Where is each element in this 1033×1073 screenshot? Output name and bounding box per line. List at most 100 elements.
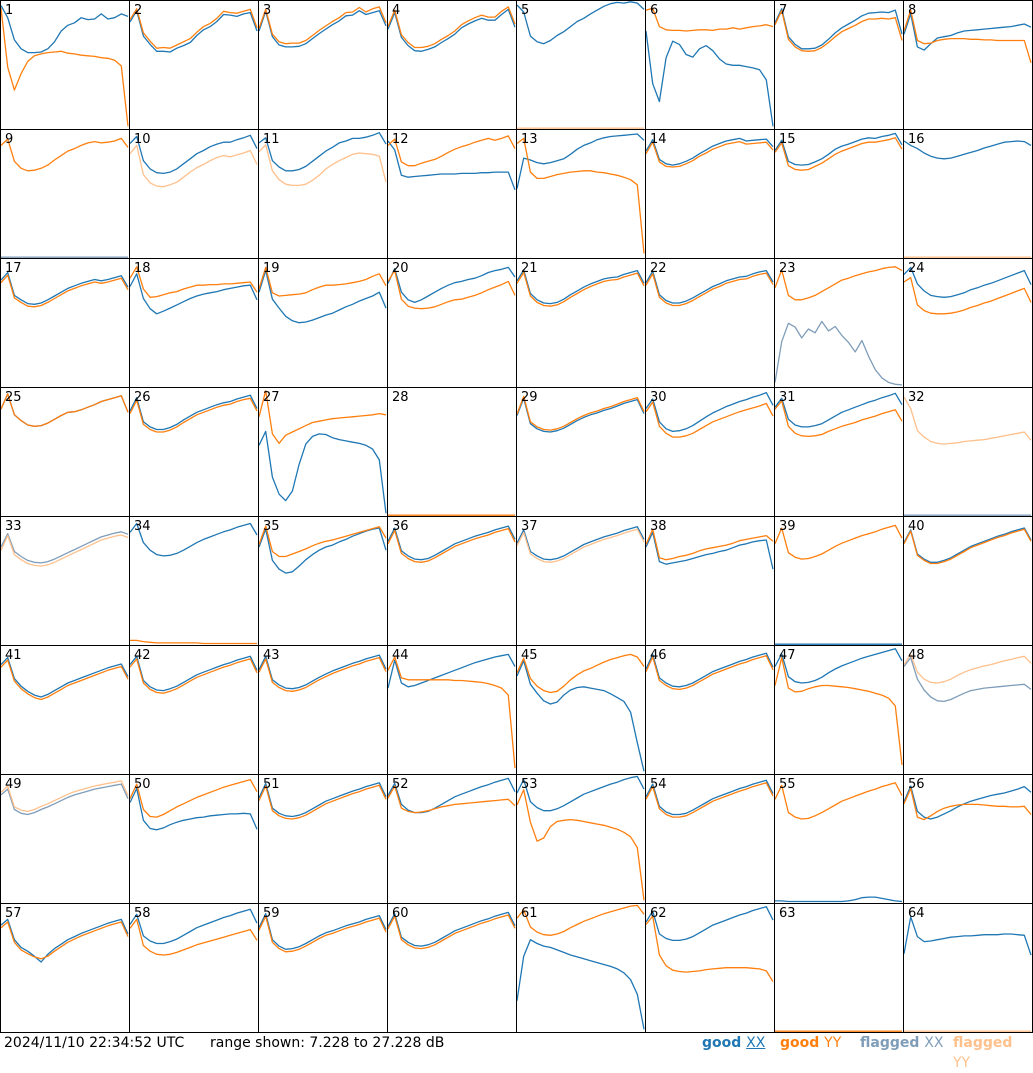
series-line-good-xx [387,911,516,947]
series-line-good-yy [258,525,387,558]
panel-frame [903,0,1033,130]
panel-label: 57 [5,906,22,921]
panel-label: 34 [134,519,151,534]
panel-frame [387,645,517,775]
panel-label: 58 [134,906,151,921]
panel-34: 34 [129,516,259,646]
series-line-flagged-yy [0,534,129,567]
panel-frame [774,774,904,904]
panel-31: 31 [774,387,904,517]
panel-11: 11 [258,129,388,259]
panel-50: 50 [129,774,259,904]
series-line-good-xx [387,140,516,191]
panel-frame [129,903,259,1033]
panel-frame [0,387,130,517]
panel-label: 53 [521,777,538,792]
panel-frame [387,516,517,646]
panel-19: 19 [258,258,388,388]
series-line-good-xx [774,648,903,684]
panel-frame [516,387,646,517]
panel-label: 6 [650,3,658,18]
series-line-good-yy [903,528,1032,565]
series-line-good-yy [645,655,774,691]
panel-13: 13 [516,129,646,259]
series-line-good-yy [387,656,516,769]
series-line-good-yy [645,401,774,438]
legend-flagged-yy: flagged YY [953,1035,1013,1071]
panel-frame [903,258,1033,388]
series-line-good-xx [645,269,774,304]
series-line-good-yy [516,271,645,307]
panel-label: 31 [779,390,796,405]
panel-18: 18 [129,258,259,388]
panel-label: 28 [392,390,409,405]
panel-frame [774,903,904,1033]
series-line-good-xx [775,896,903,903]
panel-label: 52 [392,777,409,792]
panel-frame [129,387,259,517]
panel-frame [645,129,775,259]
series-line-good-yy [387,135,516,167]
panel-label: 18 [134,261,151,276]
panel-frame [774,387,904,517]
series-line-good-xx [516,775,645,812]
series-line-good-xx [387,8,516,52]
panel-label: 17 [5,261,22,276]
series-line-good-yy [0,921,129,960]
panel-frame [258,516,388,646]
panel-48: 48 [903,645,1033,775]
series-line-good-xx [258,132,387,172]
series-line-flagged-yy [903,396,1032,445]
panel-frame [258,0,388,130]
panel-41: 41 [0,645,130,775]
legend-good-xx: good XX [702,1035,766,1051]
series-line-good-yy [774,266,903,301]
panel-label: 14 [650,132,667,147]
series-line-good-xx [774,392,903,428]
panel-label: 33 [5,519,22,534]
panel-40: 40 [903,516,1033,646]
series-line-good-xx [258,269,387,324]
panel-label: 54 [650,777,667,792]
panel-frame [258,903,388,1033]
panel-14: 14 [645,129,775,259]
timestamp: 2024/11/10 22:34:52 UTC [4,1035,185,1051]
panel-46: 46 [645,645,775,775]
series-line-good-xx [129,787,258,831]
panel-44: 44 [387,645,517,775]
footer: 2024/11/10 22:34:52 UTC range shown: 7.2… [0,1033,1033,1071]
panel-24: 24 [903,258,1033,388]
panel-label: 48 [908,648,925,663]
series-line-good-yy [0,393,129,427]
panel-label: 1 [5,3,13,18]
panel-frame [774,258,904,388]
panel-label: 61 [521,906,538,921]
panel-label: 51 [263,777,280,792]
series-line-good-xx [516,397,645,433]
panel-frame [129,774,259,904]
series-line-good-yy [129,266,258,298]
panel-frame [774,0,904,130]
series-line-good-xx [129,10,258,53]
panel-label: 24 [908,261,925,276]
panel-12: 12 [387,129,517,259]
series-line-good-xx [903,785,1032,820]
series-line-good-yy [645,7,774,32]
series-line-good-xx [903,13,1032,51]
panel-frame [258,774,388,904]
panel-62: 62 [645,903,775,1033]
series-line-good-xx [129,394,258,431]
panel-frame [0,774,130,904]
series-line-good-yy [129,397,258,433]
panel-label: 63 [779,906,796,921]
series-line-good-yy [130,639,257,645]
series-line-flagged-yy [129,144,258,188]
series-line-good-xx [258,913,387,950]
panel-frame [645,516,775,646]
series-line-good-yy [516,395,645,431]
panel-label: 21 [521,261,538,276]
panel-label: 25 [5,390,22,405]
series-line-good-xx [645,531,774,570]
panel-frame [387,258,517,388]
